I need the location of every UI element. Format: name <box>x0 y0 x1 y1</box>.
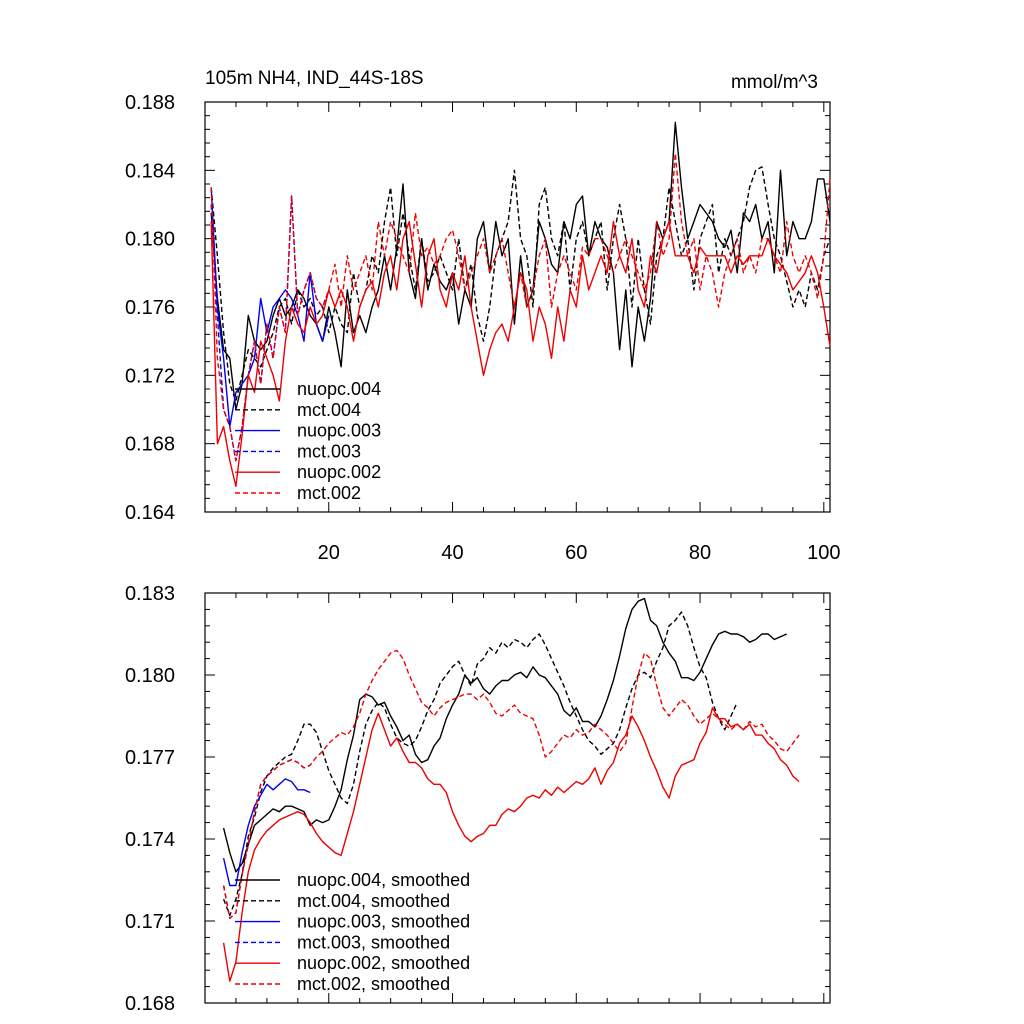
legend-label: mct.004, smoothed <box>297 891 450 911</box>
x-tick-label: 80 <box>689 542 711 564</box>
legend-label: nuopc.002, smoothed <box>297 953 470 973</box>
legend-label: nuopc.003, smoothed <box>297 912 470 932</box>
bottom-series-lines <box>222 597 800 982</box>
top-legend: nuopc.004mct.004nuopc.003mct.003nuopc.00… <box>235 379 381 503</box>
legend-label: nuopc.004 <box>297 379 381 399</box>
x-tick-label: 100 <box>807 542 840 564</box>
top-chart-units: mmol/m^3 <box>731 72 818 93</box>
series-line-mct-004-smoothed <box>222 611 738 917</box>
series-line-nuopc-003-smoothed <box>222 778 311 887</box>
legend-label: mct.002 <box>297 483 361 503</box>
x-tick-label: 40 <box>441 542 463 564</box>
y-tick-label: 0.176 <box>125 297 175 319</box>
y-tick-label: 0.174 <box>125 829 175 851</box>
bottom-axes: 0.168 0.171 0.174 0.177 0.180 0.183 <box>125 583 831 1015</box>
legend-label: mct.003 <box>297 441 361 461</box>
y-tick-label: 0.183 <box>125 583 175 605</box>
series-line-nuopc-004-smoothed <box>222 597 787 873</box>
legend-label: mct.003, smoothed <box>297 932 450 952</box>
legend-label: nuopc.004, smoothed <box>297 870 470 890</box>
x-tick-label: 60 <box>565 542 587 564</box>
y-tick-label: 0.168 <box>125 434 175 456</box>
top-chart-title: 105m NH4, IND_44S-18S <box>205 68 424 89</box>
x-tick-label: 20 <box>318 542 340 564</box>
series-line-mct-003 <box>210 195 330 462</box>
series-line-nuopc-003 <box>210 187 330 428</box>
y-tick-label: 0.180 <box>125 665 175 687</box>
y-tick-label: 0.168 <box>125 993 175 1015</box>
series-line-mct-002 <box>210 152 831 462</box>
y-tick-label: 0.180 <box>125 229 175 251</box>
y-tick-label: 0.184 <box>125 160 175 182</box>
plot-frame <box>204 592 831 1004</box>
legend-label: nuopc.003 <box>297 421 381 441</box>
bottom-panel: 0.168 0.171 0.174 0.177 0.180 0.183 nuopc.004… <box>125 583 831 1015</box>
series-line-nuopc-002-smoothed <box>222 707 800 982</box>
y-tick-label: 0.172 <box>125 365 175 387</box>
legend-label: nuopc.002 <box>297 462 381 482</box>
series-line-nuopc-004 <box>210 121 831 411</box>
legend-label: mct.002, smoothed <box>297 974 450 994</box>
legend-label: mct.004 <box>297 400 361 420</box>
y-tick-label: 0.164 <box>125 502 175 524</box>
series-line-mct-002-smoothed <box>222 649 800 919</box>
y-tick-label: 0.171 <box>125 911 175 933</box>
top-axes: 0.164 0.168 0.172 0.176 0.180 0.184 0.188 20 40 6… <box>125 92 841 564</box>
y-tick-label: 0.177 <box>125 747 175 769</box>
y-tick-label: 0.188 <box>125 92 175 114</box>
top-panel: 105m NH4, IND_44S-18S mmol/m^3 0.1640.16… <box>125 68 841 564</box>
top-series-lines <box>210 121 831 488</box>
